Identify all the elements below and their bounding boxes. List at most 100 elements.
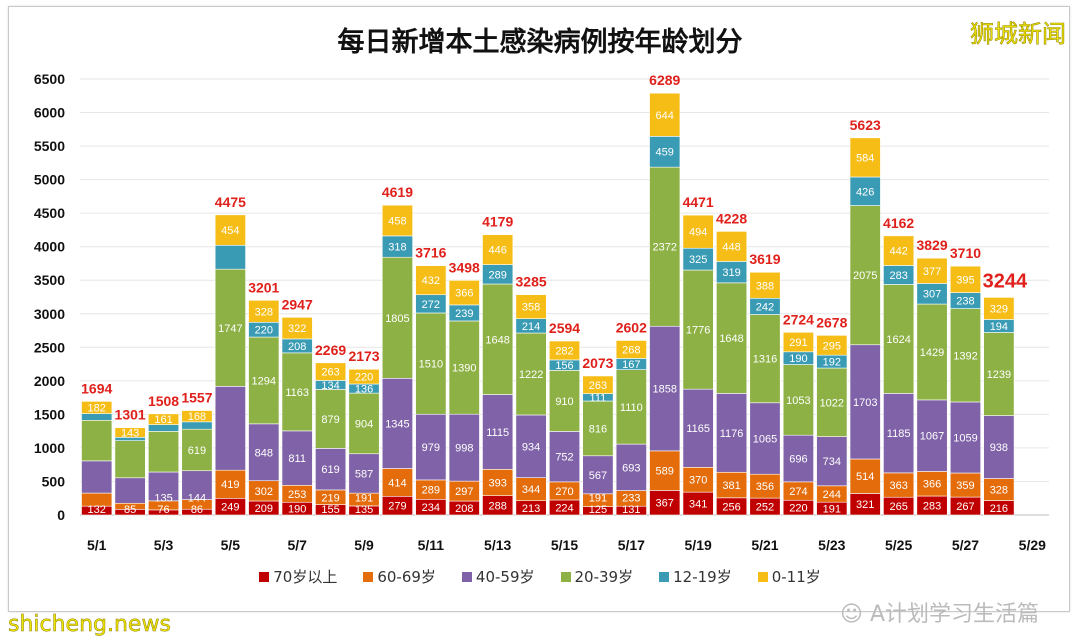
data-label: 811 <box>288 453 306 465</box>
bar-segment <box>949 472 981 498</box>
data-label: 270 <box>555 486 573 498</box>
bar-segment <box>148 431 180 473</box>
data-label: 934 <box>522 441 540 453</box>
bar-segment <box>849 458 881 494</box>
data-label: 194 <box>990 321 1008 333</box>
data-label: 134 <box>321 380 339 392</box>
bar-segment <box>482 394 514 470</box>
data-label: 567 <box>589 470 607 482</box>
bar-segment <box>749 402 781 475</box>
data-label: 318 <box>388 242 406 254</box>
data-label: 249 <box>221 502 239 514</box>
data-label: 209 <box>255 503 273 515</box>
data-label: 132 <box>88 504 106 516</box>
legend-label: 40-59岁 <box>475 568 535 586</box>
data-label: 219 <box>321 492 339 504</box>
data-label: 168 <box>188 411 206 423</box>
data-label: 295 <box>823 340 841 352</box>
bar-segment <box>81 460 113 494</box>
data-label: 1294 <box>252 375 276 387</box>
total-label: 6289 <box>649 72 680 88</box>
legend-item: 0-11岁 <box>757 566 821 587</box>
data-label: 381 <box>722 480 740 492</box>
bar-segment <box>716 231 748 262</box>
bar-segment <box>248 423 280 482</box>
total-label: 1694 <box>81 380 112 396</box>
data-label: 419 <box>221 479 239 491</box>
data-label: 1429 <box>920 347 944 359</box>
x-tick-label: 5/29 <box>1019 537 1046 553</box>
data-label: 879 <box>321 414 339 426</box>
data-label: 1053 <box>786 395 810 407</box>
bar-segment <box>849 205 881 346</box>
data-label: 426 <box>856 186 874 198</box>
bar-segment <box>782 434 814 483</box>
data-label: 494 <box>689 227 707 239</box>
bar-segment <box>348 453 380 494</box>
y-tick-label: 2000 <box>34 373 65 389</box>
bar-segment <box>849 344 881 460</box>
bar-segment <box>81 401 113 414</box>
bar-segment <box>548 431 581 483</box>
data-label: 459 <box>656 147 674 159</box>
bar-segment <box>682 467 714 493</box>
bar-segment <box>515 294 547 319</box>
y-tick-label: 3000 <box>34 306 65 322</box>
data-label: 514 <box>856 471 874 483</box>
data-label: 848 <box>255 447 273 459</box>
data-label: 208 <box>455 503 473 515</box>
bar-segment <box>214 244 246 270</box>
data-label: 448 <box>722 241 740 253</box>
data-label: 458 <box>388 216 406 228</box>
total-label: 3244 <box>983 270 1028 292</box>
data-label: 274 <box>789 486 807 498</box>
bar-segment <box>883 472 915 498</box>
data-label: 289 <box>422 485 440 497</box>
data-label: 998 <box>455 443 473 455</box>
data-label: 395 <box>956 274 974 286</box>
data-label: 282 <box>555 345 573 357</box>
data-label: 1065 <box>753 433 777 445</box>
data-label: 319 <box>722 267 740 279</box>
bar-segment <box>849 176 881 206</box>
total-label: 2269 <box>315 342 346 358</box>
x-tick-label: 5/15 <box>551 537 578 553</box>
data-label: 1067 <box>920 431 944 443</box>
y-tick-label: 5000 <box>34 172 65 188</box>
data-label: 191 <box>823 504 841 516</box>
x-tick-label: 5/7 <box>287 537 307 553</box>
bar-segment <box>181 428 213 472</box>
data-label: 328 <box>990 485 1008 497</box>
bar-segment <box>949 401 981 474</box>
bar-segment <box>983 415 1015 479</box>
data-label: 366 <box>923 479 941 491</box>
data-label: 644 <box>656 110 674 122</box>
bar-segment <box>983 297 1015 320</box>
legend-swatch <box>659 571 670 582</box>
bar-segment <box>515 332 547 416</box>
x-tick-label: 5/1 <box>87 537 107 553</box>
data-label: 1239 <box>987 369 1011 381</box>
bar-segment <box>315 362 347 381</box>
data-label: 1703 <box>853 397 877 409</box>
bar-segment <box>582 375 614 394</box>
x-tick-label: 5/19 <box>685 537 712 553</box>
data-label: 1110 <box>620 402 643 414</box>
x-tick-label: 5/9 <box>354 537 374 553</box>
bar-segment <box>682 214 714 249</box>
data-label: 288 <box>488 500 506 512</box>
bar-segment <box>381 256 413 379</box>
data-label: 454 <box>221 225 239 237</box>
data-label: 283 <box>923 501 941 513</box>
total-label: 3201 <box>248 279 279 295</box>
data-label: 244 <box>823 489 841 501</box>
bar-segment <box>716 471 748 499</box>
bar-segment <box>916 257 948 284</box>
data-label: 325 <box>689 254 707 266</box>
bar-segment <box>816 436 848 487</box>
bar-segment <box>916 471 948 497</box>
bar-segment <box>883 284 915 394</box>
bar-segment <box>849 137 881 178</box>
data-label: 393 <box>488 478 506 490</box>
